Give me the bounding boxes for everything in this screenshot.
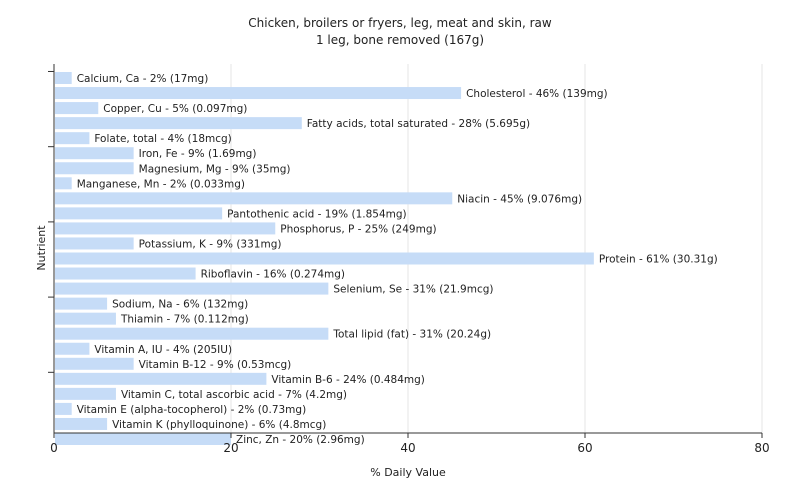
bar-11: [55, 237, 134, 250]
bar-18: [55, 342, 90, 355]
bar-21: [55, 387, 116, 400]
bar-7: [55, 177, 72, 190]
bar-13: [55, 267, 196, 280]
bar-2: [55, 102, 99, 115]
bar-8: [55, 192, 453, 205]
bar-label-3: Fatty acids, total saturated - 28% (5.69…: [307, 118, 530, 130]
bar-19: [55, 357, 134, 370]
bar-label-6: Magnesium, Mg - 9% (35mg): [139, 163, 291, 175]
bar-12: [55, 252, 594, 265]
bar-label-21: Vitamin C, total ascorbic acid - 7% (4.2…: [121, 389, 347, 401]
bar-16: [55, 312, 116, 325]
bar-label-2: Copper, Cu - 5% (0.097mg): [103, 103, 247, 115]
bar-label-20: Vitamin B-6 - 24% (0.484mg): [271, 374, 425, 386]
x-tick-label-0: 0: [50, 441, 58, 455]
gridlines: [230, 64, 763, 433]
bar-3: [55, 117, 302, 130]
bar-6: [55, 162, 134, 175]
bar-label-14: Selenium, Se - 31% (21.9mcg): [333, 284, 493, 296]
bar-23: [55, 417, 108, 430]
bar-label-0: Calcium, Ca - 2% (17mg): [77, 73, 209, 85]
bar-label-10: Phosphorus, P - 25% (249mg): [280, 223, 436, 235]
bar-labels: Calcium, Ca - 2% (17mg) Cholesterol - 46%…: [77, 73, 718, 446]
chart-subtitle: 1 leg, bone removed (167g): [316, 33, 484, 47]
axes: 0 20 40 60 80: [48, 64, 770, 455]
x-tick-label-4: 80: [754, 441, 769, 455]
bar-14: [55, 282, 329, 295]
bar-5: [55, 147, 134, 160]
bar-label-16: Thiamin - 7% (0.112mg): [120, 314, 249, 326]
bar-0: [55, 72, 72, 84]
bar-label-15: Sodium, Na - 6% (132mg): [112, 299, 248, 311]
bar-20: [55, 372, 267, 385]
bar-label-7: Manganese, Mn - 2% (0.033mg): [77, 178, 245, 190]
bar-label-19: Vitamin B-12 - 9% (0.53mcg): [139, 359, 292, 371]
x-tick-label-3: 60: [577, 441, 592, 455]
chart-title: Chicken, broilers or fryers, leg, meat a…: [248, 16, 552, 30]
bar-label-17: Total lipid (fat) - 31% (20.24g): [332, 329, 491, 341]
bar-label-13: Riboflavin - 16% (0.274mg): [201, 269, 345, 281]
x-tick-label-1: 20: [223, 441, 238, 455]
bar-label-12: Protein - 61% (30.31g): [599, 254, 718, 266]
bar-label-11: Potassium, K - 9% (331mg): [139, 238, 282, 250]
bar-22: [55, 402, 72, 415]
bar-label-23: Vitamin K (phylloquinone) - 6% (4.8mcg): [112, 419, 326, 431]
bar-label-4: Folate, total - 4% (18mcg): [94, 133, 231, 145]
bar-4: [55, 132, 90, 145]
bar-15: [55, 297, 108, 310]
bar-label-5: Iron, Fe - 9% (1.69mg): [139, 148, 257, 160]
x-tick-label-2: 40: [400, 441, 415, 455]
bar-label-9: Pantothenic acid - 19% (1.854mg): [227, 208, 406, 220]
bar-label-24: Zinc, Zn - 20% (2.96mg): [236, 434, 365, 446]
bar-10: [55, 222, 276, 235]
x-axis-title: % Daily Value: [370, 466, 446, 479]
bar-label-8: Niacin - 45% (9.076mg): [457, 193, 582, 205]
bar-label-22: Vitamin E (alpha-tocopherol) - 2% (0.73m…: [77, 404, 307, 416]
bar-17: [55, 327, 329, 340]
bar-label-18: Vitamin A, IU - 4% (205IU): [94, 344, 232, 356]
bar-label-1: Cholesterol - 46% (139mg): [466, 88, 608, 100]
bar-1: [55, 87, 462, 100]
bars: [55, 72, 594, 445]
y-axis-title: Nutrient: [35, 225, 48, 271]
bar-24: [55, 433, 231, 445]
bar-9: [55, 207, 223, 220]
